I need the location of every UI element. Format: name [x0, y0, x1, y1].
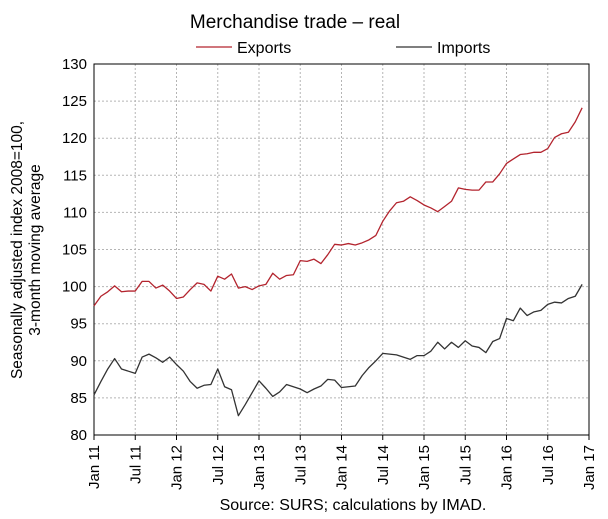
x-tick-label: Jul 12 [210, 445, 227, 485]
y-tick-label: 100 [62, 279, 87, 296]
series-line-exports [93, 107, 583, 307]
chart-title: Merchandise trade – real [190, 12, 400, 33]
series-lines [93, 107, 583, 417]
x-tick-label: Jan 14 [334, 445, 351, 490]
y-tick-label: 120 [62, 130, 87, 147]
source-note: Source: SURS; calculations by IMAD. [220, 497, 487, 514]
y-tick-label: 130 [62, 56, 87, 73]
y-axis-label-line: Seasonally adjusted index 2008=100, [9, 121, 26, 379]
x-tick-label: Jan 15 [416, 445, 433, 490]
legend: Exports Imports [196, 40, 490, 57]
y-tick-label: 85 [70, 390, 87, 407]
x-tick-label: Jul 14 [375, 445, 392, 485]
y-axis-label-line: 3-month moving average [27, 164, 44, 335]
legend-label-imports: Imports [437, 40, 490, 57]
y-tick-label: 105 [62, 242, 87, 259]
x-tick-label: Jul 15 [457, 445, 474, 485]
x-tick-label: Jul 16 [540, 445, 557, 485]
x-tick-label: Jan 13 [251, 445, 268, 490]
y-tick-label: 80 [70, 427, 87, 444]
x-tick-label: Jul 13 [292, 445, 309, 485]
y-tick-label: 125 [62, 93, 87, 110]
x-tick-label: Jan 11 [86, 445, 103, 489]
x-tick-label: Jan 12 [169, 445, 186, 490]
y-tick-label: 95 [70, 316, 87, 333]
series-line-imports [93, 284, 583, 417]
y-axis: 80 85 90 95 100 105 110 115 120 125 130 [62, 56, 87, 444]
x-axis: Jan 11 Jul 11 Jan 12 Jul 12 Jan 13 Jul 13 Jan … [86, 435, 598, 490]
grid [94, 64, 589, 435]
y-tick-label: 115 [63, 167, 87, 184]
x-tick-label: Jul 11 [127, 445, 144, 484]
y-tick-label: 110 [63, 204, 87, 221]
legend-label-exports: Exports [237, 40, 291, 57]
x-tick-label: Jan 16 [499, 445, 516, 490]
y-tick-label: 90 [70, 353, 87, 370]
y-axis-label: Seasonally adjusted index 2008=100,3-mon… [9, 121, 44, 379]
x-tick-label: Jan 17 [581, 445, 598, 490]
